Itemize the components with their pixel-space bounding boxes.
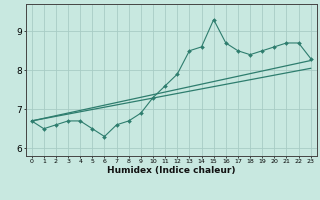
X-axis label: Humidex (Indice chaleur): Humidex (Indice chaleur) [107, 166, 236, 175]
